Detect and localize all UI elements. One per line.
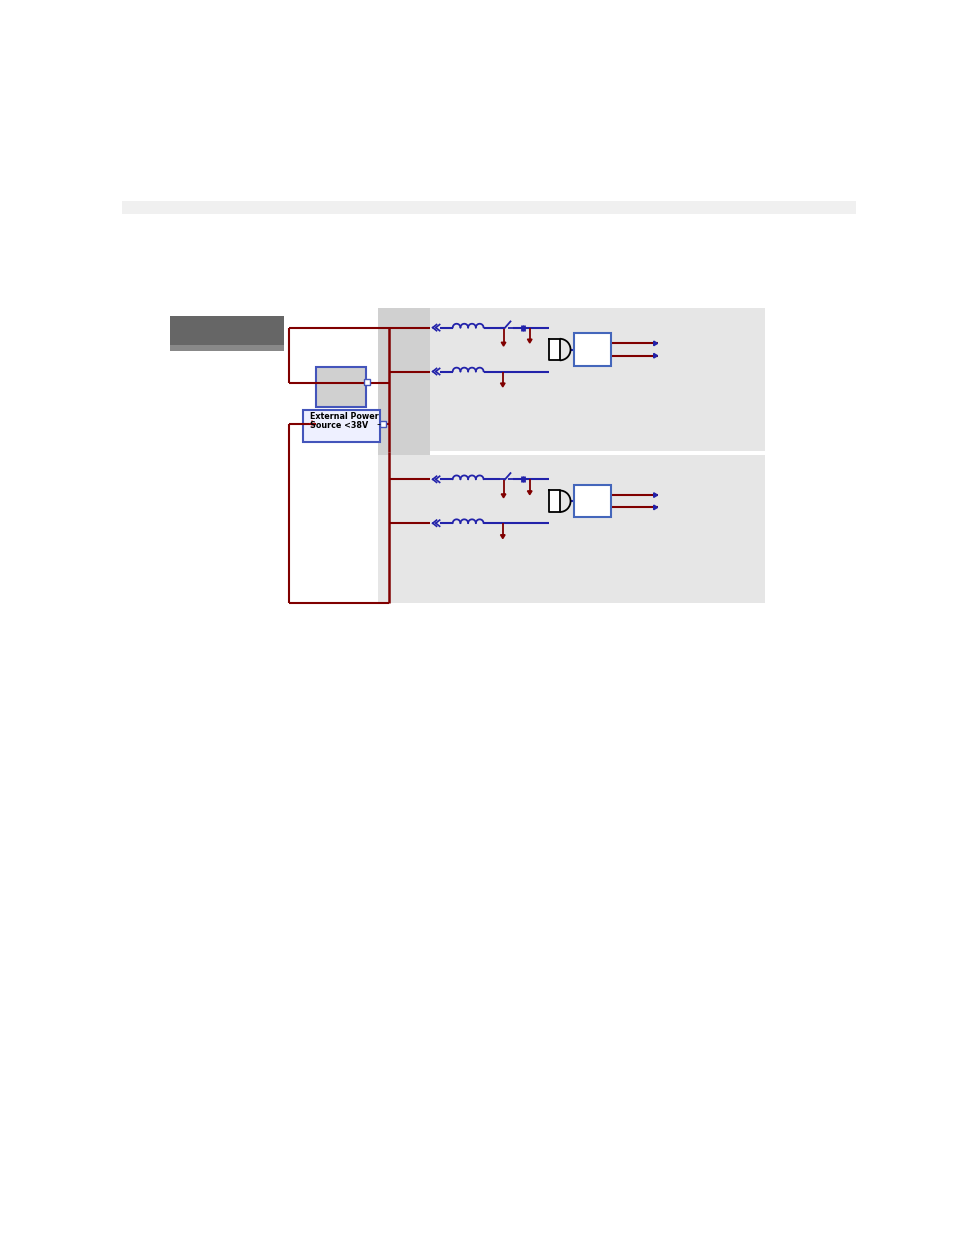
Bar <box>303 410 380 442</box>
Polygon shape <box>653 493 657 498</box>
Polygon shape <box>500 535 504 538</box>
Polygon shape <box>653 505 657 510</box>
Polygon shape <box>548 490 559 513</box>
Polygon shape <box>500 383 504 387</box>
Bar <box>574 333 611 366</box>
Bar <box>316 367 366 406</box>
Polygon shape <box>527 340 532 343</box>
Bar <box>379 421 385 427</box>
Bar <box>377 309 430 603</box>
Bar <box>377 454 764 603</box>
Text: -: - <box>376 419 380 429</box>
Polygon shape <box>653 353 657 358</box>
Bar <box>430 309 764 451</box>
Bar <box>170 316 284 346</box>
Text: Source <38V: Source <38V <box>310 421 368 430</box>
Polygon shape <box>500 342 505 346</box>
Polygon shape <box>548 338 559 361</box>
Text: +: + <box>307 419 314 429</box>
Polygon shape <box>527 490 532 495</box>
Polygon shape <box>653 341 657 346</box>
Polygon shape <box>500 494 505 498</box>
Bar <box>574 485 611 517</box>
Bar <box>170 321 284 351</box>
Text: External Power: External Power <box>310 412 378 421</box>
Bar <box>364 379 370 385</box>
Bar <box>121 200 856 215</box>
